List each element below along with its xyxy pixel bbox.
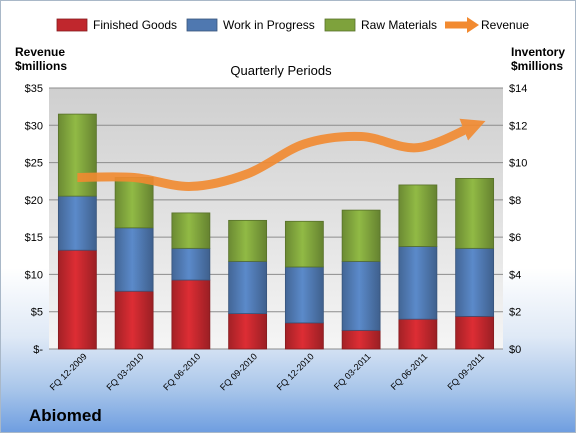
legend-swatch bbox=[186, 18, 218, 32]
category-label: FQ 09-2011 bbox=[445, 351, 486, 392]
bar-segment-work-in-progress bbox=[398, 246, 438, 320]
left-tick-label: $10 bbox=[25, 269, 43, 281]
right-axis-label-line-1: Inventory bbox=[510, 45, 565, 59]
category-label: FQ 06-2011 bbox=[389, 351, 430, 392]
right-tick-label: $0 bbox=[509, 344, 521, 356]
right-tick-label: $10 bbox=[509, 158, 527, 170]
legend-item-revenue: Revenue bbox=[445, 17, 529, 33]
right-tick-label: $8 bbox=[509, 195, 521, 207]
legend-label: Revenue bbox=[481, 18, 529, 32]
left-tick-label: $- bbox=[33, 344, 43, 356]
revenue-line bbox=[77, 118, 486, 191]
legend-label: Work in Progress bbox=[223, 18, 315, 32]
bar-segment-raw-materials bbox=[398, 184, 438, 247]
category-label: FQ 09-2010 bbox=[218, 351, 259, 392]
bar-segment-raw-materials bbox=[455, 178, 495, 249]
revenue-series-line bbox=[77, 118, 486, 191]
chart-title: Quarterly Periods bbox=[230, 63, 332, 78]
legend-item-finished-goods: Finished Goods bbox=[56, 18, 177, 32]
legend-item-raw-materials: Raw Materials bbox=[324, 18, 437, 32]
legend-label: Finished Goods bbox=[93, 18, 177, 32]
left-tick-label: $35 bbox=[25, 83, 43, 95]
bar-segment-work-in-progress bbox=[171, 247, 211, 281]
legend: Finished Goods Work in Progress Raw Materi… bbox=[56, 17, 529, 33]
legend-item-work-in-progress: Work in Progress bbox=[186, 18, 315, 32]
company-name: Abiomed bbox=[29, 406, 102, 425]
right-tick-label: $6 bbox=[509, 232, 521, 244]
bar-segment-raw-materials bbox=[57, 113, 97, 197]
right-tick-label: $12 bbox=[509, 120, 527, 132]
bar-segment-raw-materials bbox=[228, 219, 268, 262]
left-axis-label-line-2: $millions bbox=[15, 59, 68, 73]
legend-arrow bbox=[467, 17, 479, 33]
bars bbox=[57, 113, 495, 350]
right-tick-label: $4 bbox=[509, 269, 521, 281]
category-label: FQ 03-2010 bbox=[105, 351, 146, 392]
bar-segment-finished-goods bbox=[455, 315, 495, 350]
bar-segment-raw-materials bbox=[284, 220, 324, 268]
legend-swatch bbox=[56, 18, 88, 32]
right-tick-label: $14 bbox=[509, 83, 527, 95]
bar-segment-finished-goods bbox=[114, 290, 154, 350]
bar-segment-work-in-progress bbox=[341, 260, 381, 331]
bar-segment-work-in-progress bbox=[228, 260, 268, 314]
left-tick-label: $5 bbox=[31, 307, 43, 319]
left-tick-label: $15 bbox=[25, 232, 43, 244]
legend-swatch bbox=[324, 18, 356, 32]
category-label: FQ 12-2009 bbox=[48, 351, 89, 392]
bar-segment-raw-materials bbox=[341, 209, 381, 262]
bar-segment-work-in-progress bbox=[284, 266, 324, 324]
left-tick-label: $20 bbox=[25, 195, 43, 207]
bar-segment-finished-goods bbox=[57, 249, 97, 350]
right-tick-label: $2 bbox=[509, 307, 521, 319]
bar-segment-work-in-progress bbox=[114, 227, 154, 292]
bar-segment-finished-goods bbox=[171, 279, 211, 350]
bar-segment-work-in-progress bbox=[57, 195, 97, 251]
bar-segment-finished-goods bbox=[341, 329, 381, 350]
bar-segment-finished-goods bbox=[398, 318, 438, 350]
right-axis-label-line-2: $millions bbox=[510, 59, 563, 73]
left-axis-label-line-1: Revenue bbox=[15, 45, 66, 59]
bar-segment-finished-goods bbox=[228, 313, 268, 350]
left-tick-label: $25 bbox=[25, 158, 43, 170]
category-label: FQ 12-2010 bbox=[275, 351, 316, 392]
right-axis-label: Inventory $millions bbox=[511, 45, 565, 73]
legend-label: Raw Materials bbox=[361, 18, 437, 32]
left-axis-label: Revenue $millions bbox=[15, 45, 67, 73]
category-label: FQ 06-2010 bbox=[161, 351, 202, 392]
bar-segment-finished-goods bbox=[284, 322, 324, 350]
bar-segment-raw-materials bbox=[171, 212, 211, 249]
category-label: FQ 03-2011 bbox=[332, 351, 373, 392]
bar-segment-work-in-progress bbox=[455, 247, 495, 317]
left-tick-label: $30 bbox=[25, 120, 43, 132]
bar-segment-raw-materials bbox=[114, 177, 154, 229]
